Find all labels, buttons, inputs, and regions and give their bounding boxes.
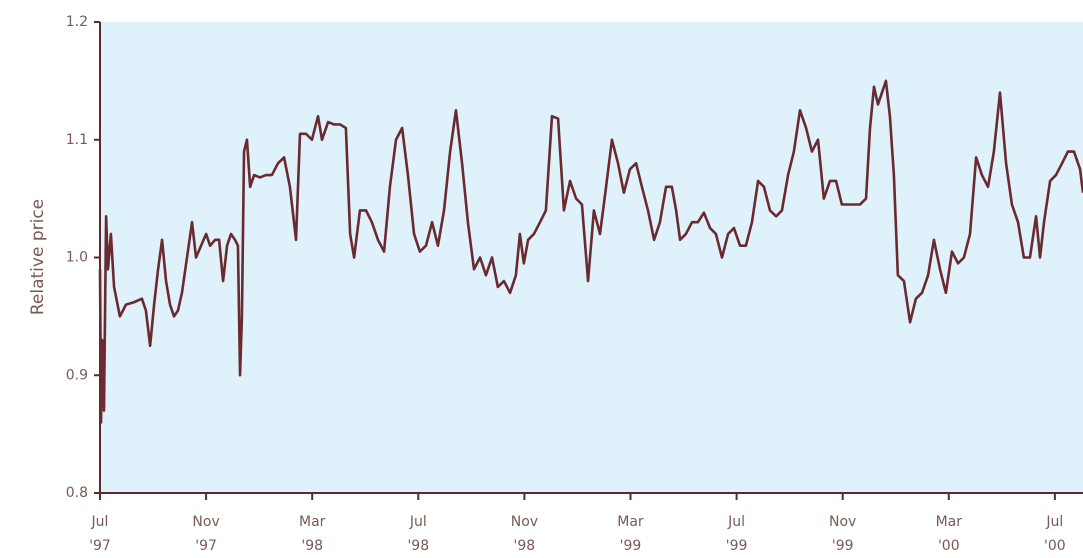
x-tick-label: Mar <box>936 514 963 530</box>
x-tick-label: Nov <box>829 514 856 530</box>
x-tick-label: '00 <box>938 538 960 554</box>
y-axis-label: Relative price <box>28 199 48 315</box>
y-tick-label: 0.8 <box>66 485 88 501</box>
x-tick-label: '98 <box>407 538 429 554</box>
x-tick-label: '00 <box>1044 538 1066 554</box>
x-tick-label: Jul <box>91 514 109 530</box>
x-tick-label: '97 <box>195 538 217 554</box>
x-tick-label: Nov <box>192 514 219 530</box>
x-tick-label: Jul <box>409 514 427 530</box>
x-tick-label: '98 <box>514 538 536 554</box>
x-tick-label: Jul <box>727 514 745 530</box>
x-tick-label: '98 <box>301 538 323 554</box>
x-tick-label: Nov <box>511 514 538 530</box>
x-tick-label: Mar <box>617 514 644 530</box>
x-tick-label: Jul <box>1045 514 1063 530</box>
x-tick-label: '99 <box>832 538 854 554</box>
x-tick-label: Mar <box>299 514 326 530</box>
y-tick-label: 1.2 <box>66 14 88 30</box>
x-tick-label: '99 <box>726 538 748 554</box>
y-tick-label: 0.9 <box>66 367 88 383</box>
x-tick-label: '99 <box>620 538 642 554</box>
price-line <box>98 79 1083 424</box>
x-tick-label: '97 <box>89 538 111 554</box>
plot-background <box>100 22 1083 493</box>
y-tick-label: 1.0 <box>66 250 88 266</box>
y-tick-label: 1.1 <box>66 132 88 148</box>
